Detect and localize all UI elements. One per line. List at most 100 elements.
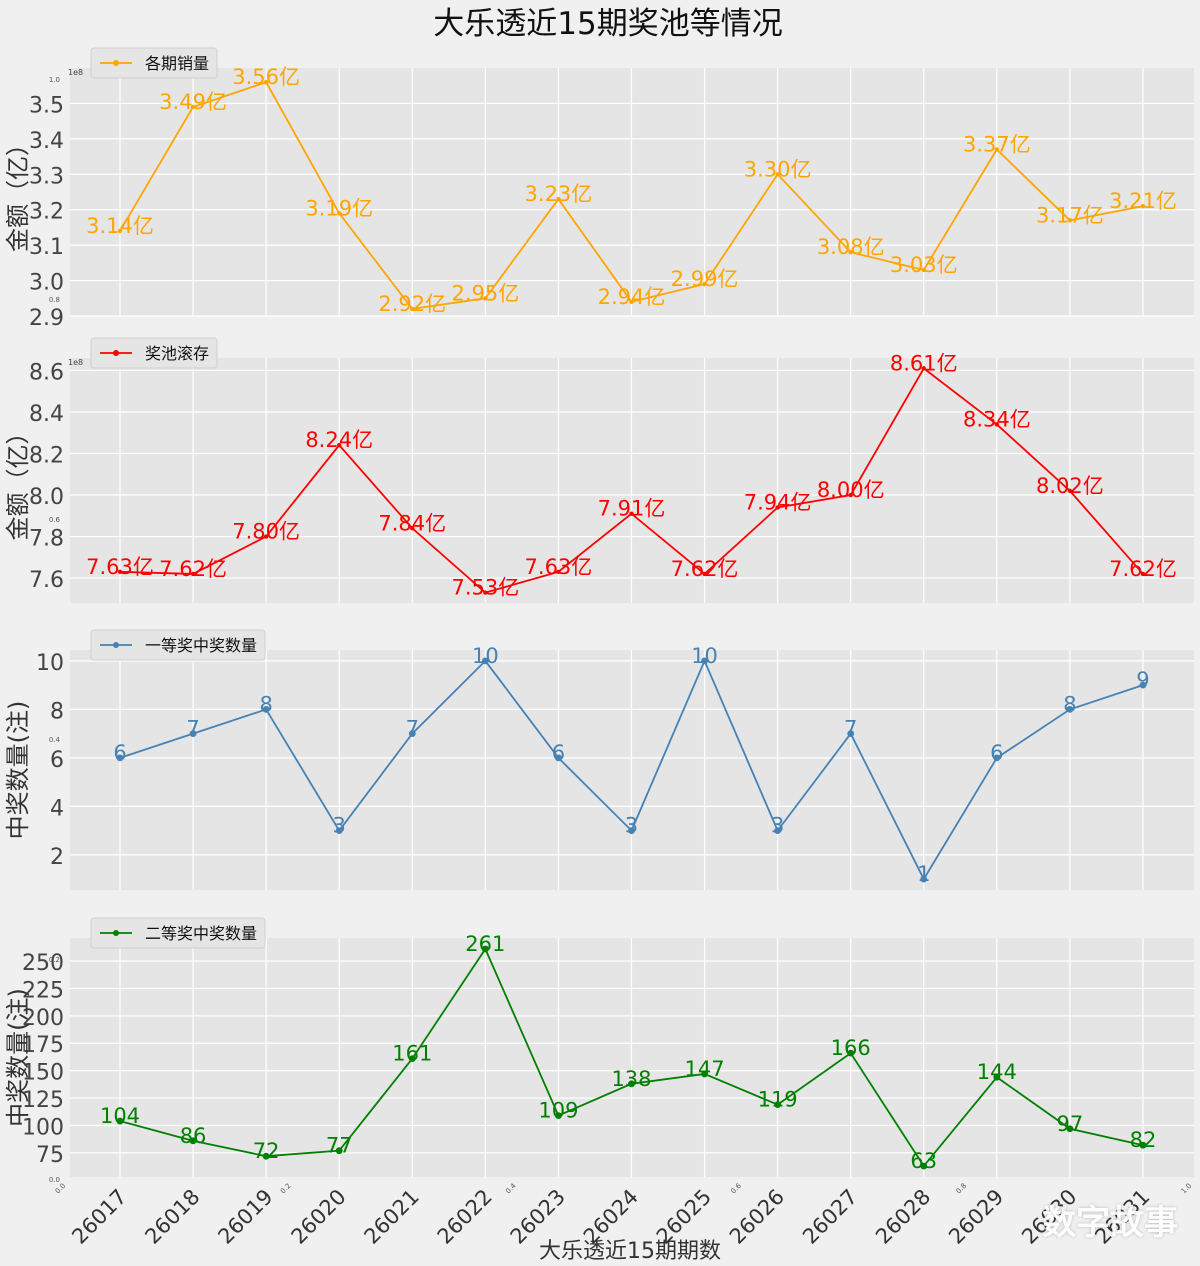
data-label: 7.63亿 bbox=[86, 555, 154, 579]
data-point bbox=[920, 875, 928, 883]
y-tick-label: 8 bbox=[50, 699, 64, 724]
y-offset-text: 1e8 bbox=[68, 68, 83, 77]
data-point bbox=[481, 657, 489, 665]
y-tick-label: 3.5 bbox=[29, 93, 64, 118]
data-point bbox=[481, 945, 489, 953]
data-point bbox=[921, 366, 926, 371]
legend-label: 二等奖中奖数量 bbox=[145, 924, 257, 943]
background-y-tick-label: 0.0 bbox=[49, 1176, 60, 1184]
data-label: 3.14亿 bbox=[86, 214, 154, 238]
legend-box bbox=[90, 629, 266, 661]
data-point bbox=[116, 754, 124, 762]
data-label: 10 bbox=[472, 644, 499, 668]
data-label: 7 bbox=[844, 717, 857, 741]
y-tick-label: 6 bbox=[50, 748, 64, 773]
data-label: 6 bbox=[113, 741, 126, 765]
data-point bbox=[483, 590, 488, 595]
y-axis-label: 金额（亿） bbox=[4, 421, 32, 541]
data-point bbox=[847, 730, 855, 738]
chart-title: 大乐透近15期奖池等情况 bbox=[433, 6, 782, 42]
y-tick-label: 3.3 bbox=[29, 164, 64, 189]
data-label: 3.49亿 bbox=[159, 90, 227, 114]
data-point bbox=[848, 250, 853, 255]
y-axis-label: 金额（亿） bbox=[4, 132, 32, 252]
data-label: 261 bbox=[465, 932, 505, 956]
data-point bbox=[337, 443, 342, 448]
legend: 各期销量 bbox=[90, 47, 218, 79]
data-point bbox=[701, 1070, 708, 1078]
y-tick-label: 3.4 bbox=[29, 129, 64, 154]
legend-label: 奖池滚存 bbox=[145, 344, 209, 363]
data-point bbox=[410, 526, 415, 531]
y-tick-label: 8.2 bbox=[29, 444, 64, 469]
data-label: 10 bbox=[691, 644, 718, 668]
data-point bbox=[555, 1112, 562, 1120]
data-point bbox=[190, 571, 196, 577]
y-tick-label: 225 bbox=[22, 978, 64, 1003]
background-y-tick-label: 0.4 bbox=[49, 736, 61, 744]
data-point bbox=[1066, 1125, 1074, 1133]
data-label: 7.80亿 bbox=[232, 520, 300, 544]
legend-marker bbox=[113, 930, 119, 936]
x-tick-label: 26029 bbox=[944, 1185, 1008, 1249]
legend: 奖池滚存 bbox=[90, 337, 218, 369]
data-point bbox=[117, 569, 123, 575]
y-axis-label: 中奖数量(注) bbox=[4, 988, 32, 1127]
background-x-tick-label: 0.2 bbox=[279, 1182, 293, 1196]
data-label: 104 bbox=[100, 1104, 140, 1128]
x-tick-label: 26020 bbox=[287, 1185, 351, 1249]
data-label: 7.62亿 bbox=[671, 557, 739, 581]
data-point bbox=[483, 296, 488, 301]
data-point bbox=[189, 1137, 197, 1145]
y-tick-label: 3.2 bbox=[29, 200, 64, 225]
data-label: 3.19亿 bbox=[305, 196, 373, 220]
data-label: 8.34亿 bbox=[963, 407, 1031, 431]
legend-box bbox=[90, 917, 266, 949]
data-point bbox=[993, 1073, 1001, 1081]
data-label: 144 bbox=[977, 1060, 1017, 1084]
data-label: 3 bbox=[333, 814, 346, 838]
data-point bbox=[993, 754, 1001, 762]
data-label: 7.62亿 bbox=[159, 557, 227, 581]
data-point bbox=[556, 569, 561, 575]
x-axis-label: 大乐透近15期期数 bbox=[539, 1239, 721, 1264]
data-point bbox=[774, 1101, 782, 1109]
y-tick-label: 8.0 bbox=[29, 485, 64, 510]
data-point bbox=[920, 1162, 928, 1170]
background-x-tick-label: 1.0 bbox=[1180, 1182, 1194, 1196]
data-label: 7.63亿 bbox=[525, 555, 593, 579]
data-label: 3.56亿 bbox=[232, 65, 300, 89]
legend-marker bbox=[113, 350, 119, 356]
data-point bbox=[921, 267, 926, 273]
data-point bbox=[994, 422, 1000, 427]
data-point bbox=[701, 657, 708, 665]
y-tick-label: 8.4 bbox=[29, 402, 64, 427]
data-label: 7.62亿 bbox=[1109, 557, 1177, 581]
data-label: 8.61亿 bbox=[890, 351, 958, 375]
data-label: 7 bbox=[406, 717, 419, 741]
data-label: 109 bbox=[538, 1099, 578, 1123]
data-label: 3.30亿 bbox=[744, 157, 812, 181]
data-label: 9 bbox=[1136, 668, 1149, 692]
data-label: 2.94亿 bbox=[598, 285, 666, 309]
x-tick-label: 26017 bbox=[67, 1185, 131, 1249]
data-point bbox=[1067, 488, 1073, 494]
data-point bbox=[262, 705, 270, 713]
data-point bbox=[629, 299, 634, 305]
legend: 二等奖中奖数量 bbox=[90, 917, 266, 949]
data-label: 2.92亿 bbox=[378, 292, 446, 316]
data-point bbox=[848, 492, 853, 498]
y-tick-label: 75 bbox=[36, 1143, 64, 1168]
data-label: 8 bbox=[259, 692, 272, 716]
data-label: 8.24亿 bbox=[305, 428, 373, 452]
data-point bbox=[1140, 203, 1146, 209]
data-point bbox=[1066, 705, 1074, 713]
y-tick-label: 10 bbox=[36, 651, 64, 676]
data-label: 97 bbox=[1057, 1112, 1084, 1136]
data-point bbox=[117, 228, 123, 234]
